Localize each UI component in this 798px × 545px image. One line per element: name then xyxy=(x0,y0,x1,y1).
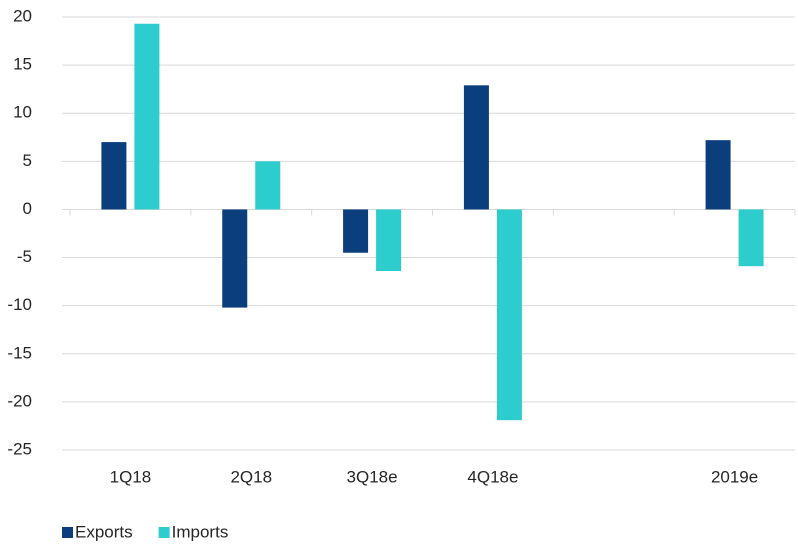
x-tick-label: 1Q18 xyxy=(110,467,152,486)
bar xyxy=(738,209,764,267)
legend-label: Imports xyxy=(172,522,229,541)
y-tick-label: 20 xyxy=(13,6,32,25)
y-tick-label: 0 xyxy=(23,199,32,218)
legend-label: Exports xyxy=(75,522,133,541)
x-tick-label: 3Q18e xyxy=(347,467,398,486)
x-tick-label: 4Q18e xyxy=(467,467,518,486)
y-tick-label: -10 xyxy=(7,295,32,314)
bar xyxy=(496,209,522,421)
legend-swatch xyxy=(62,527,73,538)
x-tick-label: 2019e xyxy=(711,467,758,486)
y-tick-label: -20 xyxy=(7,391,32,410)
y-tick-label: 10 xyxy=(13,103,32,122)
legend-swatch xyxy=(158,527,170,538)
bar xyxy=(343,209,369,253)
bar xyxy=(222,209,248,308)
y-tick-label: -15 xyxy=(7,343,32,362)
y-tick-label: 5 xyxy=(23,151,32,170)
bar xyxy=(705,140,731,210)
bar xyxy=(255,161,281,210)
y-tick-label: -25 xyxy=(7,439,32,458)
bar xyxy=(101,142,127,210)
x-tick-label: 2Q18 xyxy=(230,467,272,486)
bar xyxy=(376,209,402,272)
bar xyxy=(463,85,489,210)
bar xyxy=(134,23,160,210)
y-tick-label: -5 xyxy=(17,247,32,266)
y-tick-label: 15 xyxy=(13,55,32,74)
